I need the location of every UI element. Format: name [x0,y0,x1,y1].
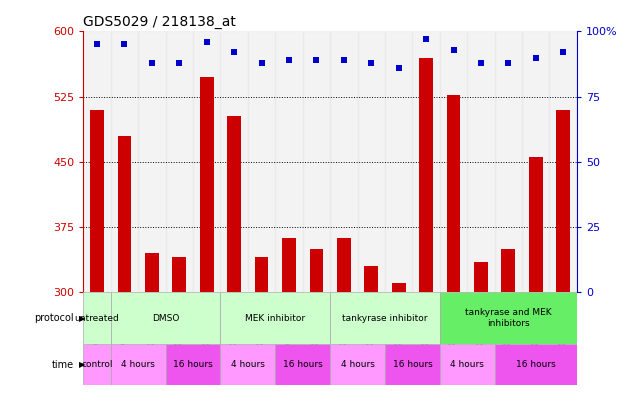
Bar [200,77,213,292]
Bar [228,116,241,292]
Bar [529,158,543,292]
Text: control: control [81,360,113,369]
Bar [358,31,385,292]
Bar [275,31,303,292]
Bar [474,262,488,292]
Bar [495,31,522,292]
Text: 16 hours: 16 hours [392,360,432,369]
Bar [282,238,296,292]
Bar [495,344,577,385]
Text: DMSO: DMSO [152,314,179,323]
Bar [165,31,193,292]
Bar [221,344,275,385]
Bar [364,266,378,292]
Bar [392,283,406,292]
Text: protocol: protocol [34,313,74,323]
Text: 16 hours: 16 hours [283,360,322,369]
Bar [145,253,159,292]
Bar [385,31,412,292]
Bar [172,257,186,292]
Text: 4 hours: 4 hours [231,360,265,369]
Bar [412,31,440,292]
Bar [83,344,111,385]
Bar [193,31,221,292]
Bar [254,257,269,292]
Text: MEK inhibitor: MEK inhibitor [246,314,305,323]
Bar [90,110,104,292]
Bar [337,238,351,292]
Bar [310,249,323,292]
Text: tankyrase and MEK
inhibitors: tankyrase and MEK inhibitors [465,309,552,328]
Bar [330,292,440,344]
Bar [447,95,460,292]
Text: time: time [51,360,74,370]
Bar [111,344,165,385]
Bar [221,31,248,292]
Bar [330,31,358,292]
Text: tankyrase inhibitor: tankyrase inhibitor [342,314,428,323]
Bar [556,110,570,292]
Text: GDS5029 / 218138_at: GDS5029 / 218138_at [83,15,236,29]
Bar [330,344,385,385]
Text: untreated: untreated [74,314,119,323]
Bar [248,31,275,292]
Text: ▶: ▶ [79,314,85,323]
Bar [138,31,165,292]
Bar [275,344,330,385]
Bar [111,292,221,344]
Bar [83,292,111,344]
Text: ▶: ▶ [79,360,85,369]
Text: 16 hours: 16 hours [173,360,213,369]
Text: 4 hours: 4 hours [340,360,374,369]
Bar [385,344,440,385]
Bar [419,57,433,292]
Bar [165,344,221,385]
Bar [501,249,515,292]
Bar [303,31,330,292]
Text: 4 hours: 4 hours [121,360,155,369]
Bar [83,31,111,292]
Bar [522,31,549,292]
Text: 16 hours: 16 hours [516,360,556,369]
Bar [440,31,467,292]
Bar [117,136,131,292]
Bar [440,292,577,344]
Bar [549,31,577,292]
Bar [467,31,495,292]
Text: 4 hours: 4 hours [450,360,484,369]
Bar [111,31,138,292]
Bar [440,344,495,385]
Bar [221,292,330,344]
